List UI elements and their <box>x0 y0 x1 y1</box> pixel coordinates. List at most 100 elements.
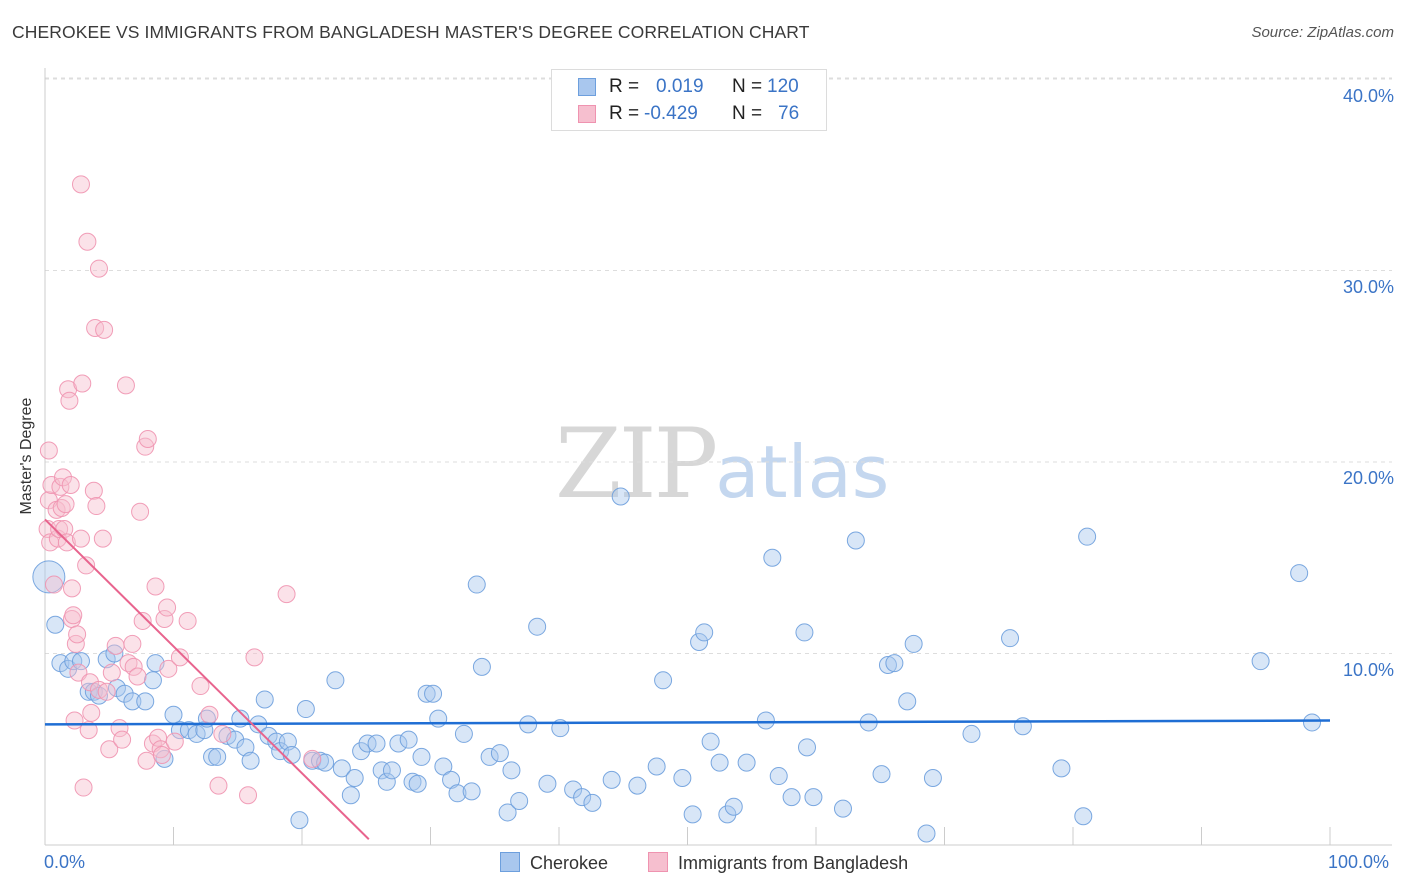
bangladesh-swatch <box>578 105 596 123</box>
bangladesh-point <box>106 636 125 655</box>
x-tick-label-min: 0.0% <box>44 852 86 872</box>
cherokee-point <box>1290 564 1309 583</box>
bangladesh-point <box>152 745 171 764</box>
bangladesh-point <box>100 740 119 759</box>
watermark: ZIPatlas <box>555 408 889 520</box>
cherokee-point <box>382 761 401 780</box>
cherokee-point <box>564 780 583 799</box>
chart-title: CHEROKEE VS IMMIGRANTS FROM BANGLADESH M… <box>12 22 810 42</box>
cherokee-point <box>352 742 371 761</box>
cherokee-point <box>710 753 729 772</box>
bangladesh-point <box>200 705 219 724</box>
cherokee-point <box>241 751 260 770</box>
bangladesh-point <box>123 634 142 653</box>
bangladesh-point <box>89 680 108 699</box>
cherokee-point <box>278 732 297 751</box>
cherokee-point <box>480 747 499 766</box>
cherokee-point <box>904 634 923 653</box>
cherokee-point <box>115 684 134 703</box>
legend-n-value-1: 120 <box>767 76 799 97</box>
bangladesh-point <box>124 657 143 676</box>
bangladesh-point <box>80 673 99 692</box>
watermark-zip: ZIP <box>555 408 718 520</box>
cherokee-point <box>345 768 364 787</box>
cherokee-point <box>208 747 227 766</box>
bangladesh-point <box>133 611 152 630</box>
cherokee-point <box>573 788 592 807</box>
bangladesh-point <box>170 648 189 667</box>
bangladesh-point <box>239 786 258 805</box>
legend-r-value-2: -0.429 <box>644 103 698 124</box>
bangladesh-point <box>102 663 121 682</box>
cherokee-point <box>798 738 817 757</box>
bangladesh-point <box>158 598 177 617</box>
cherokee-point <box>756 711 775 730</box>
cherokee-point <box>695 623 714 642</box>
cherokee-point <box>898 692 917 711</box>
grid <box>45 77 1392 654</box>
cherokee-point <box>389 734 408 753</box>
cherokee-point <box>255 690 274 709</box>
cherokee-point <box>412 747 431 766</box>
bangladesh-point <box>56 495 75 514</box>
bangladesh-point <box>303 749 322 768</box>
legend-r-value-1: 0.019 <box>656 76 704 97</box>
bangladesh-point <box>50 520 69 539</box>
bangladesh-point <box>82 703 101 722</box>
stats-legend: R = 0.019 N = 120 R = -0.429 N = 76 <box>551 69 827 131</box>
cherokee-point <box>64 652 83 671</box>
cherokee-point <box>143 671 162 690</box>
bangladesh-point <box>97 682 116 701</box>
bangladesh-point <box>149 728 168 747</box>
cherokee-point <box>341 786 360 805</box>
cherokee-point <box>763 548 782 567</box>
cherokee-point <box>105 644 124 663</box>
cherokee-point <box>502 761 521 780</box>
x-tick-label-max: 100.0% <box>1328 852 1390 872</box>
cherokee-point <box>32 560 66 594</box>
bangladesh-point <box>73 374 92 393</box>
cherokee-point <box>424 684 443 703</box>
bangladesh-point <box>89 259 108 278</box>
cherokee-point <box>583 793 602 812</box>
bangladesh-point <box>84 481 103 500</box>
cherokee-point <box>498 803 517 822</box>
cherokee-point <box>673 768 692 787</box>
cherokee-point <box>417 684 436 703</box>
source-label: Source: ZipAtlas.com <box>1251 24 1394 41</box>
bangladesh-point <box>277 585 296 604</box>
cherokee-point <box>795 623 814 642</box>
cherokee-point <box>1078 527 1097 546</box>
bangladesh-point <box>93 529 112 548</box>
cherokee-point <box>71 652 90 671</box>
cherokee-point <box>647 757 666 776</box>
cherokee-point <box>538 774 557 793</box>
cherokee-point <box>326 671 345 690</box>
y-tick-label-30: 30.0% <box>1342 277 1394 297</box>
cherokee-point <box>203 747 222 766</box>
cherokee-point <box>846 531 865 550</box>
bangladesh-point <box>155 610 174 629</box>
bangladesh-point <box>71 529 90 548</box>
cherokee-point <box>519 715 538 734</box>
bangladesh-point <box>165 732 184 751</box>
cherokee-point <box>1052 759 1071 778</box>
bangladesh-point <box>191 677 210 696</box>
bangladesh-point <box>209 776 228 795</box>
cherokee-point <box>123 692 142 711</box>
y-axis-label: Master's Degree <box>18 397 35 515</box>
cherokee-point <box>1303 713 1322 732</box>
cherokee-point <box>782 788 801 807</box>
cherokee-point <box>399 730 418 749</box>
cherokee-point <box>290 811 309 830</box>
cherokee-point <box>408 774 427 793</box>
bangladesh-point <box>86 318 105 337</box>
bangladesh-point <box>116 376 135 395</box>
bangladesh-trend-line <box>44 518 370 840</box>
bangladesh-point <box>79 721 98 740</box>
bangladesh-point <box>61 475 80 494</box>
bangladesh-point <box>159 659 178 678</box>
cherokee-point <box>282 745 301 764</box>
cherokee-point <box>701 732 720 751</box>
